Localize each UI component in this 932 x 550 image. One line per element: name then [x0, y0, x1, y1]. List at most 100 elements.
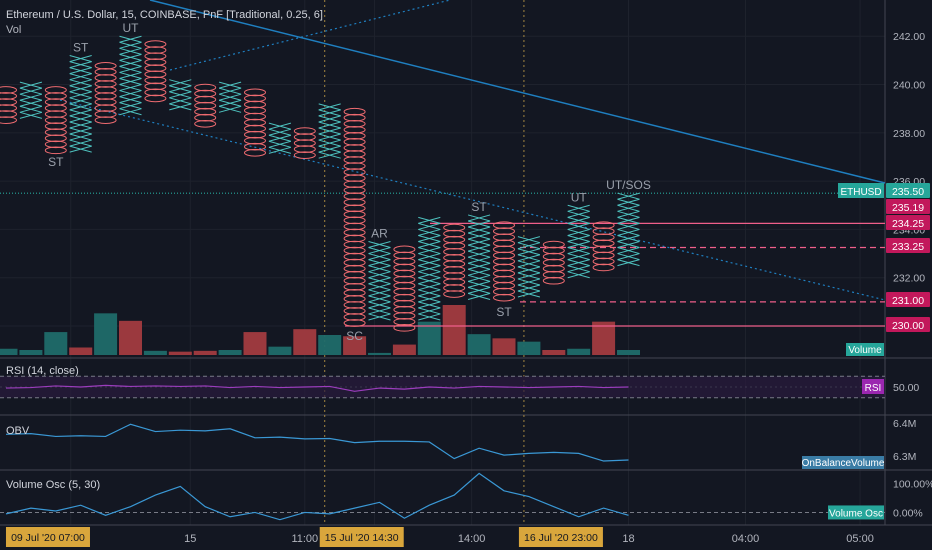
pnf-o-box	[592, 233, 615, 242]
pnf-o-box	[592, 239, 615, 248]
pnf-o-box	[144, 40, 167, 48]
pnf-x-column[interactable]	[19, 81, 43, 119]
price-label[interactable]	[886, 215, 930, 230]
pnf-o-box	[542, 270, 565, 279]
pnf-x-box	[617, 228, 640, 236]
pnf-x-box	[119, 65, 142, 73]
rsi-tag	[862, 379, 884, 394]
pnf-o-column[interactable]	[244, 88, 266, 157]
price-label[interactable]	[886, 199, 930, 214]
pnf-x-box	[418, 271, 441, 279]
pnf-x-box	[368, 289, 391, 297]
pnf-o-column[interactable]	[493, 221, 515, 302]
pnf-x-box	[368, 301, 391, 309]
pnf-o-box	[493, 281, 515, 290]
pnf-o-column[interactable]	[0, 86, 17, 124]
pnf-x-column[interactable]	[169, 79, 192, 111]
time-tick-label: 11:00	[291, 533, 318, 545]
volume-tag	[846, 343, 884, 356]
wyckoff-annotation: ST	[73, 41, 89, 55]
pnf-x-box	[418, 277, 441, 285]
pnf-o-column[interactable]	[293, 127, 316, 159]
pnf-o-column[interactable]	[144, 40, 167, 103]
price-label[interactable]	[886, 238, 930, 253]
price-label-text: 235.19	[892, 202, 924, 214]
pnf-x-box	[567, 253, 590, 261]
price-label[interactable]	[886, 183, 930, 198]
price-label[interactable]	[886, 292, 930, 307]
pnf-x-box	[567, 265, 590, 273]
pnf-x-box	[218, 99, 242, 107]
pnf-x-box	[69, 79, 92, 87]
pnf-x-box	[418, 234, 441, 242]
pnf-o-box	[0, 98, 17, 106]
pnf-o-column[interactable]	[393, 245, 416, 332]
pnf-o-box	[393, 263, 416, 272]
obv-tick-label: 6.3M	[893, 451, 916, 463]
volume-bar	[343, 336, 367, 355]
pnf-x-box	[318, 103, 341, 111]
volume-bar	[119, 320, 142, 355]
pnf-o-box	[144, 88, 167, 97]
pnf-x-box	[567, 222, 590, 230]
pnf-o-box	[343, 113, 366, 122]
pnf-o-column[interactable]	[44, 86, 67, 155]
pnf-x-column[interactable]	[467, 214, 491, 300]
time-tick-label: 15	[184, 533, 196, 545]
pnf-o-box	[343, 234, 366, 243]
pnf-o-column[interactable]	[443, 223, 466, 298]
volume-bar	[592, 321, 616, 355]
pnf-x-box	[418, 283, 441, 291]
pnf-x-column[interactable]	[268, 122, 292, 154]
pnf-x-box	[19, 105, 43, 113]
pnf-x-column[interactable]	[517, 236, 541, 298]
pnf-o-box	[44, 122, 67, 131]
pnf-o-box	[343, 301, 366, 309]
pnf-o-column[interactable]	[592, 221, 615, 272]
pnf-o-box	[343, 228, 366, 237]
pnf-x-column[interactable]	[69, 55, 92, 153]
pnf-o-box	[343, 132, 366, 140]
time-highlight[interactable]	[319, 527, 404, 547]
volume-bar	[193, 350, 217, 355]
pnf-o-box	[343, 222, 366, 231]
pnf-x-box	[467, 262, 491, 270]
pnf-x-column[interactable]	[418, 216, 441, 321]
time-highlight[interactable]	[518, 527, 603, 547]
pnf-x-column[interactable]	[567, 204, 590, 279]
pnf-o-box	[0, 116, 17, 124]
time-highlight[interactable]	[5, 527, 90, 547]
rsi-line	[5, 384, 629, 392]
trendline-solid[interactable]	[149, 0, 886, 184]
pnf-o-column[interactable]	[194, 83, 217, 128]
pnf-x-box	[119, 41, 142, 49]
pnf-x-box	[467, 256, 491, 264]
pnf-o-column[interactable]	[343, 107, 366, 327]
vol-osc-tick-label: 0.00%	[893, 507, 923, 519]
pnf-x-box	[467, 226, 491, 234]
pnf-x-column[interactable]	[368, 241, 391, 321]
pnf-o-column[interactable]	[94, 61, 117, 124]
pnf-x-column[interactable]	[617, 192, 640, 267]
pnf-x-box	[19, 99, 43, 107]
price-label[interactable]	[886, 317, 930, 332]
trendline-dotted-lower[interactable]	[59, 99, 886, 301]
pnf-o-box	[0, 104, 17, 112]
pnf-x-box	[368, 247, 391, 255]
pnf-x-box	[368, 313, 391, 321]
pnf-o-box	[592, 245, 615, 254]
pnf-o-column[interactable]	[542, 240, 565, 285]
volume-bar	[268, 346, 292, 355]
pnf-x-column[interactable]	[318, 103, 341, 159]
pnf-x-box	[617, 198, 640, 206]
trendline-dotted-upper[interactable]	[169, 0, 451, 71]
pnf-x-box	[218, 105, 242, 113]
pnf-x-box	[517, 242, 541, 250]
pnf-x-column[interactable]	[119, 35, 142, 116]
pnf-o-box	[343, 264, 366, 273]
pnf-x-box	[69, 127, 92, 135]
symbol-tag[interactable]	[838, 183, 884, 198]
pnf-x-column[interactable]	[218, 81, 242, 113]
pnf-o-box	[293, 145, 316, 153]
